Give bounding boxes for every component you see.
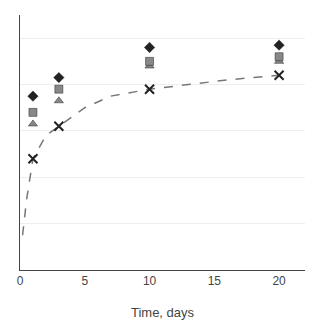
svg-text:Time, days: Time, days — [131, 305, 195, 320]
svg-text:0: 0 — [17, 274, 24, 288]
svg-text:20: 20 — [272, 274, 286, 288]
svg-text:15: 15 — [208, 274, 222, 288]
svg-text:5: 5 — [81, 274, 88, 288]
svg-text:10: 10 — [143, 274, 157, 288]
